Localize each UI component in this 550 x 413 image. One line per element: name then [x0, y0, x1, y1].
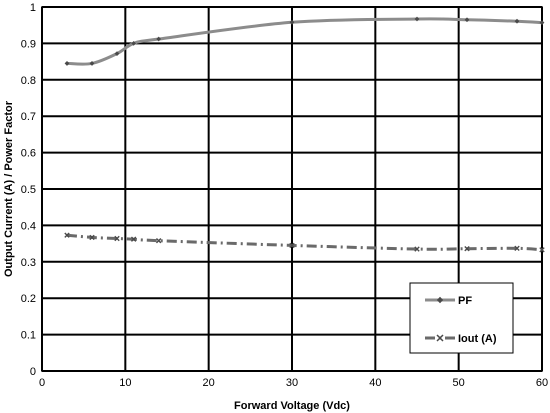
x-tick-label: 10: [119, 377, 131, 389]
x-tick-labels: 0 10 20 30 40 50 60: [39, 377, 548, 389]
y-tick-label: 0: [30, 366, 36, 378]
data-point-pf: [464, 17, 470, 23]
y-tick-label: 0.5: [21, 184, 36, 196]
y-tick-label: 0.7: [21, 111, 36, 123]
legend-label-iout: Iout (A): [458, 333, 497, 345]
x-axis-title: Forward Voltage (Vdc): [234, 400, 350, 412]
x-tick-label: 30: [286, 377, 298, 389]
legend-marker-iout: [436, 334, 444, 342]
series-layer: [64, 16, 545, 253]
data-point-pf: [89, 61, 95, 66]
data-point-iout-a: [155, 237, 162, 244]
y-tick-label: 0.3: [21, 257, 36, 269]
plot-area-border: [41, 6, 543, 372]
data-point-iout-a: [414, 246, 420, 252]
x-tick-label: 0: [39, 377, 45, 389]
data-point-pf: [114, 51, 120, 56]
y-tick-label: 0.1: [21, 330, 36, 342]
data-point-pf: [514, 18, 520, 24]
data-point-iout-a: [64, 232, 70, 238]
data-point-pf: [289, 19, 295, 25]
series-line-pf: [66, 17, 543, 66]
legend-box: [409, 282, 514, 354]
data-point-pf: [64, 61, 70, 66]
y-tick-label: 0.2: [21, 293, 36, 305]
data-point-iout-a: [514, 245, 520, 252]
data-point-iout-a: [539, 247, 545, 253]
legend-marker-pf: [436, 296, 444, 304]
data-point-pf: [414, 16, 420, 22]
legend-label-pf: PF: [458, 295, 472, 307]
data-point-pf: [131, 41, 137, 46]
y-tick-labels: 0 0.1 0.2 0.3 0.4 0.5 0.6 0.7 0.8 0.9 1: [21, 2, 36, 378]
data-point-iout-a: [464, 246, 470, 252]
series-line-iout-a: [66, 233, 543, 252]
legend: PF Iout (A): [409, 282, 514, 354]
y-tick-label: 0.9: [21, 38, 36, 50]
data-point-pf: [539, 20, 545, 26]
x-tick-label: 40: [369, 377, 381, 389]
x-tick-label: 60: [536, 377, 548, 389]
data-point-iout-a: [114, 235, 120, 242]
y-axis-title: Output Current (A) / Power Factor: [3, 100, 15, 277]
data-point-pf: [156, 36, 162, 42]
x-tick-label: 50: [453, 377, 465, 389]
y-tick-label: 0.8: [21, 75, 36, 87]
data-point-iout-a: [89, 234, 95, 241]
y-tick-label: 0.6: [21, 148, 36, 160]
x-tick-label: 20: [203, 377, 215, 389]
y-tick-label: 1: [30, 2, 36, 14]
data-point-iout-a: [289, 242, 295, 249]
data-point-iout-a: [130, 236, 137, 242]
y-tick-label: 0.4: [21, 220, 36, 232]
